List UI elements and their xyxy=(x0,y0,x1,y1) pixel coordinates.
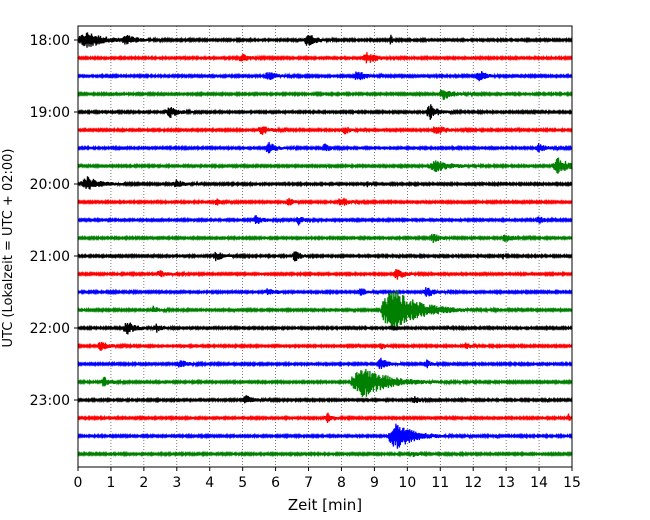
trace-line xyxy=(77,357,573,370)
trace-line xyxy=(77,251,573,262)
trace-line xyxy=(77,71,573,82)
trace-line xyxy=(77,104,573,120)
x-tick-label: 4 xyxy=(205,475,214,491)
y-tick-label: 22:00 xyxy=(30,321,70,337)
y-tick-label: 18:00 xyxy=(30,33,70,49)
y-axis-label: UTC (Lokalzeit = UTC + 02:00) xyxy=(1,149,16,348)
trace-line xyxy=(77,450,573,458)
trace-line xyxy=(77,176,573,190)
x-tick-label: 6 xyxy=(271,475,280,491)
trace-line xyxy=(77,290,573,331)
x-tick-label: 15 xyxy=(563,475,581,491)
y-tick-label: 23:00 xyxy=(30,393,70,409)
trace-line xyxy=(77,126,573,135)
trace-line xyxy=(77,341,573,351)
y-tick-label: 20:00 xyxy=(30,177,70,193)
y-tick-label: 19:00 xyxy=(30,105,70,121)
x-tick-label: 1 xyxy=(106,475,115,491)
trace-group xyxy=(77,32,573,458)
trace-line xyxy=(77,32,573,48)
x-tick-label: 0 xyxy=(74,475,83,491)
trace-line xyxy=(77,412,573,424)
x-tick-label: 5 xyxy=(238,475,247,491)
x-tick-label: 14 xyxy=(530,475,548,491)
y-tick-label: 21:00 xyxy=(30,249,70,265)
trace-line xyxy=(77,52,573,64)
trace-line xyxy=(77,215,573,226)
x-tick-label: 7 xyxy=(304,475,313,491)
plot-frame xyxy=(77,25,573,468)
x-tick-label: 13 xyxy=(497,475,515,491)
trace-line xyxy=(77,141,573,154)
x-tick-label: 10 xyxy=(398,475,416,491)
trace-line xyxy=(77,395,573,404)
trace-line xyxy=(77,322,573,335)
x-tick-label: 9 xyxy=(370,475,379,491)
trace-line xyxy=(77,269,573,280)
trace-line xyxy=(77,233,573,243)
trace-line xyxy=(77,157,573,174)
trace-line xyxy=(77,368,573,397)
trace-line xyxy=(77,89,573,100)
x-tick-label: 2 xyxy=(139,475,148,491)
trace-line xyxy=(77,197,573,206)
x-tick-label: 11 xyxy=(431,475,449,491)
trace-line xyxy=(77,287,573,297)
x-tick-label: 12 xyxy=(464,475,482,491)
trace-line xyxy=(77,423,573,449)
x-tick-label: 8 xyxy=(337,475,346,491)
x-axis-label: Zeit [min] xyxy=(288,496,362,514)
x-tick-label: 3 xyxy=(172,475,181,491)
y-axis: 18:00 19:00 20:00 21:00 22:00 23:00 xyxy=(30,33,78,409)
x-axis: 0 1 2 3 4 5 6 7 8 9 10 11 12 13 14 15 xyxy=(74,467,581,491)
